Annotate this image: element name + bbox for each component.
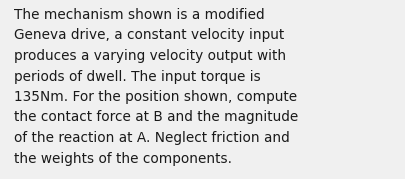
Text: periods of dwell. The input torque is: periods of dwell. The input torque is xyxy=(14,69,261,83)
Text: The mechanism shown is a modified: The mechanism shown is a modified xyxy=(14,8,264,22)
Text: the weights of the components.: the weights of the components. xyxy=(14,151,232,166)
Text: of the reaction at A. Neglect friction and: of the reaction at A. Neglect friction a… xyxy=(14,131,290,145)
Text: produces a varying velocity output with: produces a varying velocity output with xyxy=(14,49,286,63)
Text: the contact force at B and the magnitude: the contact force at B and the magnitude xyxy=(14,110,298,125)
Text: Geneva drive, a constant velocity input: Geneva drive, a constant velocity input xyxy=(14,28,284,42)
Text: 135Nm. For the position shown, compute: 135Nm. For the position shown, compute xyxy=(14,90,297,104)
